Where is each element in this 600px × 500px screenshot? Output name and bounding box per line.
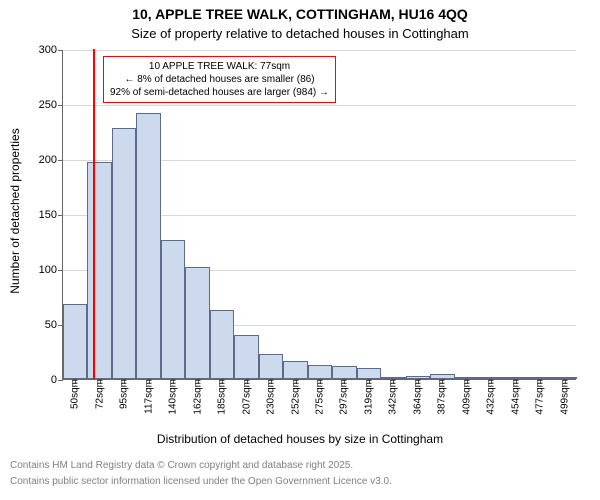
annotation-line: 10 APPLE TREE WALK: 77sqm	[110, 60, 329, 73]
xtick-label: 95sqm	[119, 379, 130, 409]
ytick-label: 50	[27, 319, 57, 331]
xtick-label: 162sqm	[192, 379, 203, 415]
histogram-bar	[136, 113, 160, 379]
footer-line2: Contains public sector information licen…	[10, 476, 392, 487]
gridline	[63, 105, 576, 106]
histogram-bar	[210, 310, 234, 379]
ytick-label: 300	[27, 44, 57, 56]
histogram-bar	[234, 335, 258, 379]
xtick-label: 117sqm	[143, 379, 154, 414]
annotation-box: 10 APPLE TREE WALK: 77sqm← 8% of detache…	[103, 56, 336, 103]
ytick-label: 250	[27, 99, 57, 111]
histogram-bar	[308, 365, 332, 379]
xtick-label: 409sqm	[461, 379, 472, 415]
xtick-label: 230sqm	[266, 379, 277, 415]
xtick-label: 499sqm	[559, 379, 570, 415]
ytick-mark	[58, 160, 63, 161]
histogram-bar	[63, 304, 87, 379]
y-axis-label: Number of detached properties	[8, 46, 22, 376]
ytick-mark	[58, 105, 63, 106]
histogram-bar	[161, 240, 185, 379]
xtick-label: 454sqm	[510, 379, 521, 415]
xtick-label: 140sqm	[168, 379, 179, 415]
ytick-label: 100	[27, 264, 57, 276]
xtick-label: 477sqm	[535, 379, 546, 415]
annotation-line: 92% of semi-detached houses are larger (…	[110, 86, 329, 99]
ytick-label: 150	[27, 209, 57, 221]
histogram-bar	[332, 366, 356, 379]
xtick-label: 252sqm	[290, 379, 301, 415]
histogram-bar	[283, 361, 307, 379]
gridline	[63, 50, 576, 51]
xtick-label: 275sqm	[315, 379, 326, 415]
xtick-label: 185sqm	[217, 379, 228, 415]
xtick-label: 50sqm	[70, 379, 81, 409]
histogram-bar	[185, 267, 209, 379]
xtick-label: 342sqm	[388, 379, 399, 415]
plot-area: 05010015020025030050sqm72sqm95sqm117sqm1…	[62, 50, 576, 380]
ytick-mark	[58, 270, 63, 271]
xtick-label: 319sqm	[363, 379, 374, 415]
xtick-label: 387sqm	[437, 379, 448, 415]
xtick-label: 364sqm	[412, 379, 423, 415]
ytick-mark	[58, 215, 63, 216]
property-marker-line	[93, 49, 95, 379]
annotation-line: ← 8% of detached houses are smaller (86)	[110, 73, 329, 86]
histogram-bar	[259, 354, 283, 379]
histogram-bar	[357, 368, 381, 379]
chart-title-line2: Size of property relative to detached ho…	[0, 26, 600, 41]
chart-title-line1: 10, APPLE TREE WALK, COTTINGHAM, HU16 4Q…	[0, 6, 600, 22]
xtick-label: 207sqm	[241, 379, 252, 415]
xtick-label: 432sqm	[486, 379, 497, 415]
xtick-label: 72sqm	[94, 379, 105, 409]
ytick-label: 0	[27, 374, 57, 386]
x-axis-label: Distribution of detached houses by size …	[0, 432, 600, 446]
ytick-mark	[58, 380, 63, 381]
xtick-label: 297sqm	[339, 379, 350, 415]
histogram-bar	[87, 162, 111, 379]
histogram-bar	[112, 128, 136, 379]
chart-container: 10, APPLE TREE WALK, COTTINGHAM, HU16 4Q…	[0, 0, 600, 500]
footer-line1: Contains HM Land Registry data © Crown c…	[10, 460, 353, 471]
ytick-mark	[58, 50, 63, 51]
ytick-label: 200	[27, 154, 57, 166]
